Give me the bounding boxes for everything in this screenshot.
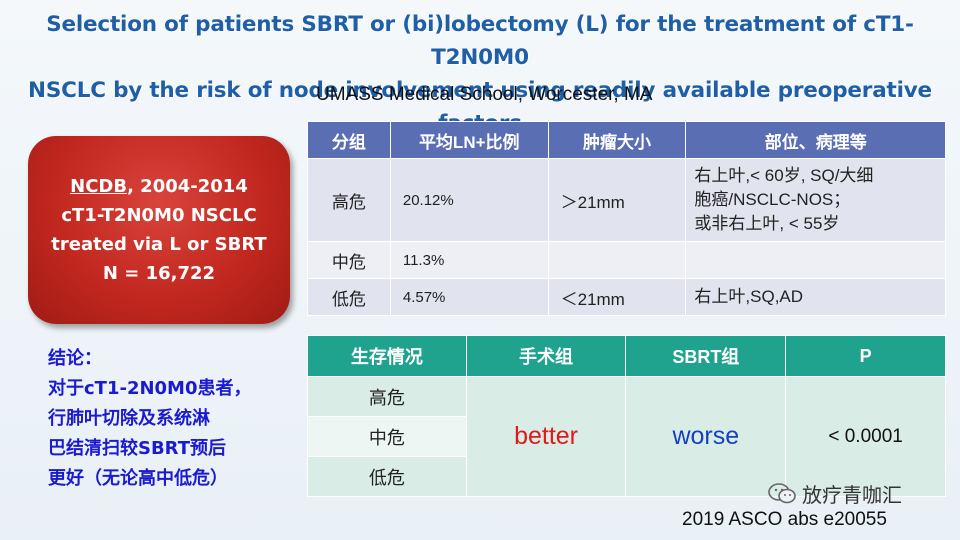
institution-subtitle: UMASS Medical School, Worcester, MA — [316, 84, 653, 105]
title-line-2: NSCLC by the risk of node involvement us… — [28, 78, 932, 136]
conclusion-text: 结论： 对于cT1-2N0M0患者， 行肺叶切除及系统淋 巴结清扫较SBRT预后… — [48, 344, 298, 494]
cell-detail — [685, 241, 946, 279]
cohort-line-1: NCDB, 2004-2014 — [70, 172, 248, 201]
slide-title: Selection of patients SBRT or (bi)lobect… — [0, 8, 960, 140]
cell-size: ＜21mm — [547, 278, 687, 316]
table-row-high-risk: 高危 20.12% ＞21mm 右上叶,< 60岁, SQ/大细 胞癌/NSCL… — [307, 158, 946, 242]
cell-size — [547, 241, 687, 279]
cell-risk-group: 高危 — [307, 376, 467, 417]
header-tumor-size: 肿瘤大小 — [547, 121, 687, 159]
cell-risk-group: 低危 — [307, 456, 467, 497]
cohort-box: NCDB, 2004-2014 cT1-T2N0M0 NSCLC treated… — [28, 136, 290, 324]
sbrt-result: worse — [672, 422, 740, 450]
conclusion-line-2: 对于cT1-2N0M0患者， — [48, 378, 252, 399]
header-site-pathology: 部位、病理等 — [685, 121, 946, 159]
header-ln-rate: 平均LN+比例 — [389, 121, 549, 159]
surgery-result: better — [514, 422, 578, 450]
header-group: 分组 — [307, 121, 391, 159]
watermark-text: 放疗青咖汇 — [802, 483, 902, 507]
cell-surgery-result: better — [465, 376, 627, 497]
header-survival: 生存情况 — [307, 335, 467, 377]
cell-group: 高危 — [307, 158, 391, 242]
conclusion-line-3: 行肺叶切除及系统淋 — [48, 408, 210, 429]
table-row-high-risk: 高危 better worse < 0.0001 — [307, 376, 946, 497]
cohort-years: , 2004-2014 — [127, 176, 248, 197]
cell-detail: 右上叶,SQ,AD — [685, 278, 946, 316]
conclusion-line-5: 更好（无论高中低危） — [48, 468, 228, 489]
title-line-1: Selection of patients SBRT or (bi)lobect… — [46, 12, 914, 70]
cell-size: ＞21mm — [547, 158, 687, 242]
p-value: < 0.0001 — [828, 425, 903, 447]
cell-sbrt-result: worse — [625, 376, 787, 497]
detail-line-3: 或非右上叶, < 55岁 — [694, 214, 840, 233]
cell-risk-group: 中危 — [307, 416, 467, 457]
detail-line-1: 右上叶,< 60岁, SQ/大细 — [694, 166, 874, 185]
cell-group: 中危 — [307, 241, 391, 279]
cohort-line-4: N = 16,722 — [102, 263, 216, 284]
citation: 2019 ASCO abs e20055 — [682, 509, 887, 530]
table-row-low-risk: 低危 — [307, 456, 946, 497]
table-row-mid-risk: 中危 — [307, 416, 946, 457]
table-row-mid-risk: 中危 11.3% — [307, 241, 946, 279]
cell-group: 低危 — [307, 278, 391, 316]
risk-group-table: 分组 平均LN+比例 肿瘤大小 部位、病理等 高危 20.12% ＞21mm 右… — [307, 121, 946, 316]
detail-line-2: 胞癌/NSCLC-NOS； — [694, 190, 851, 209]
header-p-value: P — [785, 335, 946, 377]
cohort-source: NCDB — [70, 176, 128, 197]
conclusion-line-1: 结论： — [48, 348, 102, 369]
survival-table: 生存情况 手术组 SBRT组 P 高危 better worse < 0.000… — [307, 335, 946, 497]
cell-ln-rate: 11.3% — [389, 241, 549, 279]
cell-detail: 右上叶,< 60岁, SQ/大细 胞癌/NSCLC-NOS； 或非右上叶, < … — [685, 158, 946, 242]
cohort-line-2: cT1-T2N0M0 NSCLC — [61, 205, 257, 226]
header-sbrt-group: SBRT组 — [625, 335, 787, 377]
cell-ln-rate: 20.12% — [389, 158, 549, 242]
cell-p-value: < 0.0001 — [785, 376, 946, 497]
survival-table-header-row: 生存情况 手术组 SBRT组 P — [307, 335, 946, 377]
watermark: 放疗青咖汇 — [768, 479, 902, 508]
cell-ln-rate: 4.57% — [389, 278, 549, 316]
header-surgery-group: 手术组 — [465, 335, 627, 377]
wechat-icon — [768, 482, 796, 503]
table-row-low-risk: 低危 4.57% ＜21mm 右上叶,SQ,AD — [307, 278, 946, 316]
risk-table-header-row: 分组 平均LN+比例 肿瘤大小 部位、病理等 — [307, 121, 946, 159]
cohort-line-3: treated via L or SBRT — [51, 234, 267, 255]
conclusion-line-4: 巴结清扫较SBRT预后 — [48, 438, 227, 459]
